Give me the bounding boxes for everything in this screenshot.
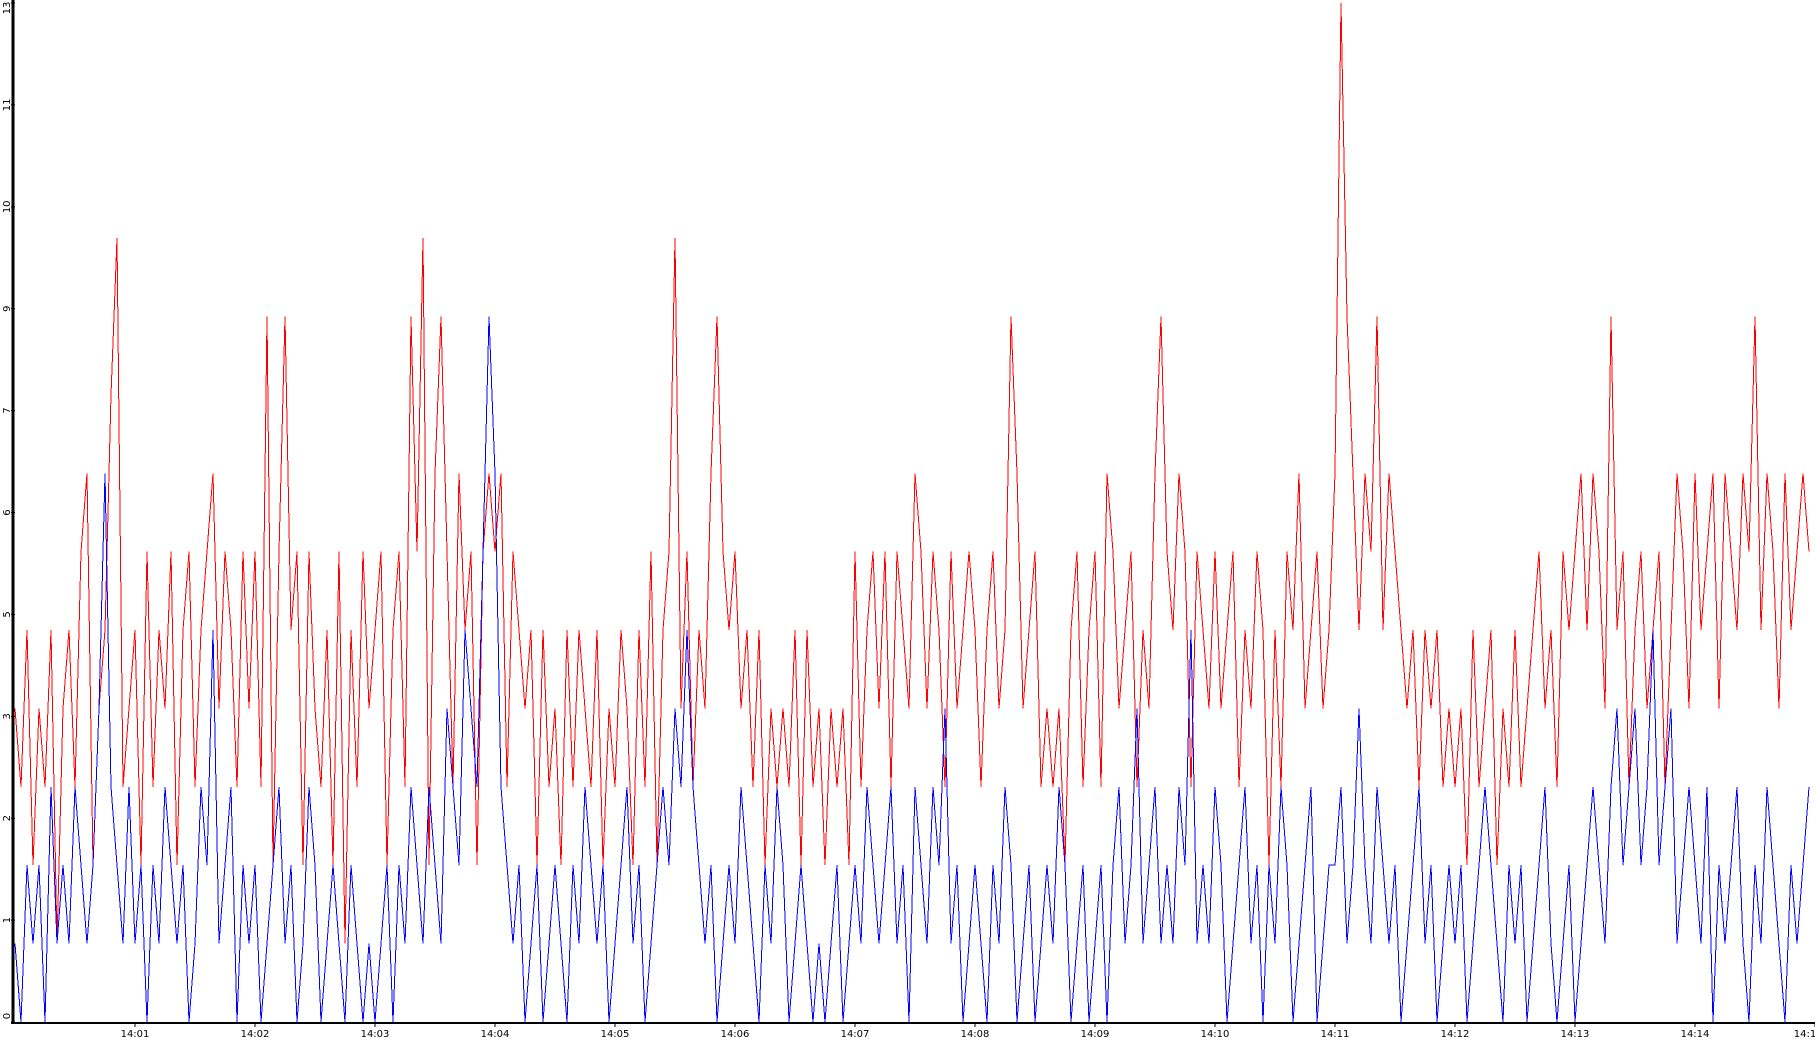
y-tick-label: 2 [2, 815, 13, 821]
x-tick-label: 14:10 [1201, 1029, 1230, 1039]
y-tick-label: 7 [2, 407, 13, 413]
x-tick-label: 14:05 [601, 1029, 630, 1039]
y-tick-label: 11 [2, 99, 13, 112]
y-tick-label: 9 [2, 306, 13, 312]
x-tick-label: 14:1 [1794, 1029, 1815, 1039]
x-tick-label: 14:07 [841, 1029, 870, 1039]
x-tick-label: 14:12 [1441, 1029, 1470, 1039]
plot-area [14, 2, 1810, 1023]
x-tick-label: 14:02 [241, 1029, 270, 1039]
series-line [14, 316, 1810, 1023]
y-tick-label: 0 [2, 1013, 13, 1019]
x-tick-label: 14:03 [361, 1029, 390, 1039]
y-tick-label: 13 [2, 2, 13, 15]
y-tick-label: 1 [2, 917, 13, 923]
series-line [14, 2, 1810, 944]
x-tick-label: 14:01 [121, 1029, 150, 1039]
y-tick-label: 5 [2, 611, 13, 617]
x-tick-label: 14:11 [1321, 1029, 1350, 1039]
y-tick-label: 3 [2, 713, 13, 719]
x-tick-label: 14:13 [1561, 1029, 1590, 1039]
y-tick-label: 10 [2, 200, 13, 213]
x-tick-label: 14:08 [961, 1029, 990, 1039]
x-tick-label: 14:14 [1681, 1029, 1710, 1039]
y-tick-label: 6 [2, 509, 13, 515]
x-tick-label: 14:04 [481, 1029, 510, 1039]
x-tick-label: 14:06 [721, 1029, 750, 1039]
x-tick-label: 14:09 [1081, 1029, 1110, 1039]
